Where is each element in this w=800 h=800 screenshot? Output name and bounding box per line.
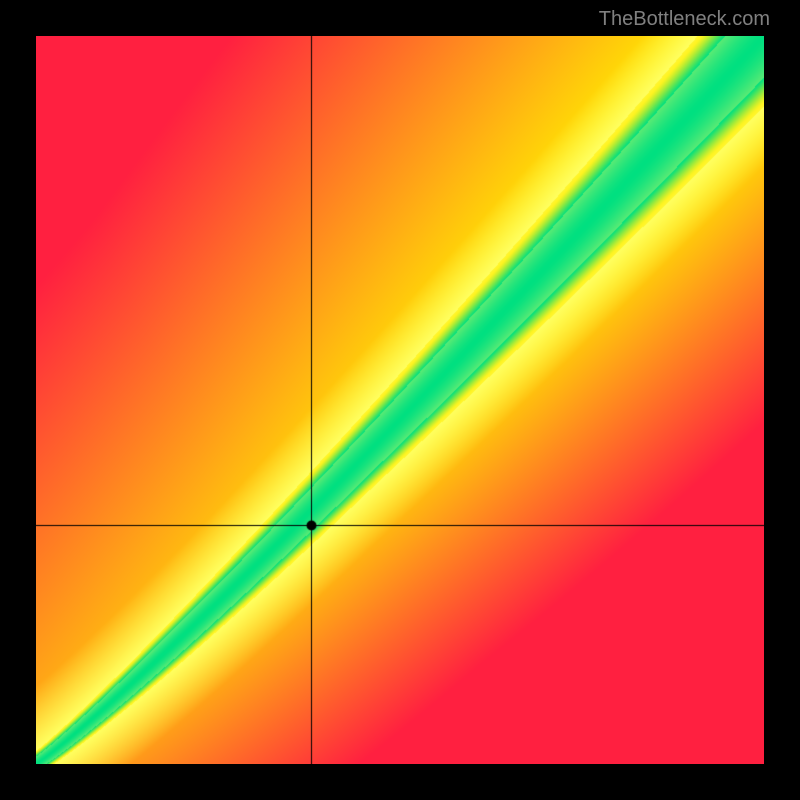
heatmap-canvas [36,36,764,764]
watermark-text: TheBottleneck.com [599,8,770,31]
plot-area [36,36,764,764]
chart-container: TheBottleneck.com [0,0,800,800]
